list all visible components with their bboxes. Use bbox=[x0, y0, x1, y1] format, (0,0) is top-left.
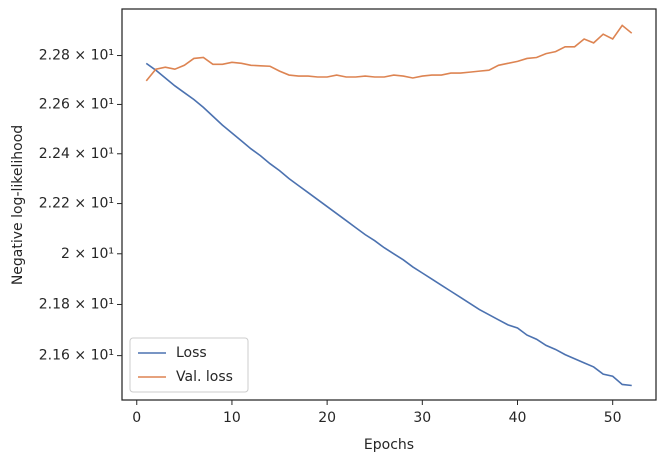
y-tick-label: 2.24 × 10¹ bbox=[39, 146, 114, 162]
x-tick-label: 20 bbox=[318, 410, 336, 426]
y-tick-label: 2.28 × 10¹ bbox=[39, 48, 114, 64]
x-tick-label: 0 bbox=[132, 410, 141, 426]
y-tick-label: 2 × 10¹ bbox=[61, 246, 114, 262]
y-tick-label: 2.16 × 10¹ bbox=[39, 348, 114, 364]
x-tick-label: 50 bbox=[604, 410, 622, 426]
x-tick-label: 10 bbox=[223, 410, 241, 426]
series-line bbox=[145, 62, 632, 387]
legend-box bbox=[129, 337, 249, 393]
legend-label: Val. loss bbox=[176, 369, 233, 385]
y-tick-label: 2.26 × 10¹ bbox=[39, 96, 114, 112]
y-tick-label: 2.18 × 10¹ bbox=[39, 296, 114, 312]
plot-frame bbox=[121, 8, 657, 401]
series-line bbox=[145, 24, 633, 82]
legend-label: Loss bbox=[176, 345, 207, 361]
y-tick-label: 2.22 × 10¹ bbox=[39, 196, 114, 212]
y-axis-label: Negative log-likelihood bbox=[10, 125, 26, 285]
x-axis-label: Epochs bbox=[364, 437, 414, 453]
x-tick-label: 30 bbox=[413, 410, 431, 426]
x-tick-label: 40 bbox=[509, 410, 527, 426]
